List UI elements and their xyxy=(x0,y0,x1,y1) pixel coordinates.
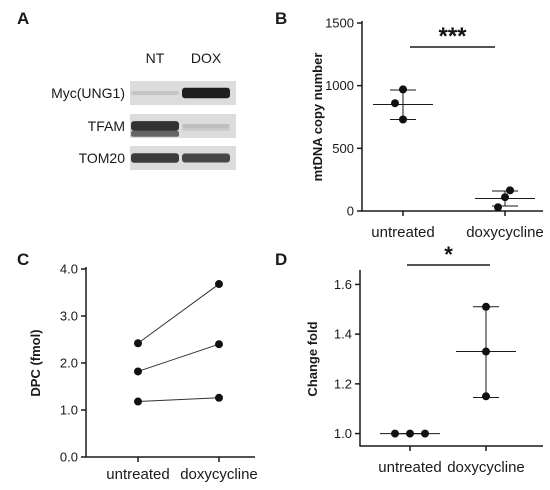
data-point xyxy=(501,193,509,202)
data-point xyxy=(399,115,407,124)
data-point xyxy=(482,392,490,401)
data-point xyxy=(482,347,490,356)
blot-band xyxy=(182,128,230,131)
x-tick-label: doxycycline xyxy=(466,224,544,241)
data-point xyxy=(215,340,223,349)
data-point xyxy=(482,302,490,311)
significance-label: *** xyxy=(438,23,467,50)
y-tick-label: 1.4 xyxy=(334,327,352,342)
panel-d: D 1.0 1.2 1.4 1.6 Change fold untreated doxycyc… xyxy=(275,242,543,476)
y-tick-label: 2.0 xyxy=(60,356,78,371)
y-tick-label: 1000 xyxy=(325,78,354,93)
y-tick-label: 0.0 xyxy=(60,450,78,465)
axes xyxy=(85,267,255,458)
pair-line xyxy=(137,283,220,344)
x-tick-label: doxycycline xyxy=(447,459,525,476)
significance-label: * xyxy=(444,242,453,267)
data-point xyxy=(215,393,223,402)
x-tick-label: untreated xyxy=(378,459,441,476)
lane-label: NT xyxy=(146,50,165,66)
pair-line xyxy=(137,397,220,403)
data-point xyxy=(399,85,407,94)
blot-band xyxy=(131,130,179,137)
y-tick-label: 1.2 xyxy=(334,376,352,391)
y-tick-label: 0 xyxy=(347,204,354,219)
panel-letter: B xyxy=(275,9,287,28)
y-tick-label: 3.0 xyxy=(60,309,78,324)
band-label: TOM20 xyxy=(79,150,126,166)
y-axis-title: DPC (fmol) xyxy=(28,329,43,396)
axes xyxy=(359,270,543,447)
x-tick-label: untreated xyxy=(371,224,434,241)
data-point xyxy=(134,397,142,406)
blot-band xyxy=(182,153,230,163)
panel-letter: D xyxy=(275,250,287,269)
data-point xyxy=(391,429,399,438)
y-tick-label: 1500 xyxy=(325,16,354,31)
panel-b: B 0 500 1000 1500 mtDNA copy number untreated d… xyxy=(275,9,544,241)
data-point xyxy=(134,367,142,376)
pair-line xyxy=(137,343,220,372)
y-tick-label: 1.6 xyxy=(334,277,352,292)
y-tick-label: 1.0 xyxy=(334,426,352,441)
x-tick-label: untreated xyxy=(106,466,169,483)
band-label: TFAM xyxy=(88,118,125,134)
panel-c: C 0.0 1.0 2.0 3.0 4.0 DPC (fmol) untreated doxyc… xyxy=(17,250,258,483)
data-point xyxy=(391,99,399,108)
data-point xyxy=(421,429,429,438)
data-point xyxy=(406,429,414,438)
blot-band xyxy=(131,153,179,163)
data-point xyxy=(506,186,514,195)
band-label: Myc(UNG1) xyxy=(51,85,125,101)
y-axis-title: Change fold xyxy=(305,321,320,396)
y-tick-label: 4.0 xyxy=(60,262,78,277)
blot-band xyxy=(182,123,230,129)
data-point xyxy=(494,203,502,212)
blot-band xyxy=(182,87,230,99)
blot-band xyxy=(131,121,179,131)
panel-letter: A xyxy=(17,9,29,28)
x-tick-label: doxycycline xyxy=(180,466,258,483)
lane-label: DOX xyxy=(191,50,222,66)
panel-letter: C xyxy=(17,250,29,269)
blot-band xyxy=(131,91,179,95)
data-point xyxy=(215,280,223,289)
y-tick-label: 1.0 xyxy=(60,403,78,418)
panel-a: A NT DOX Myc(UNG1) TFAM TOM20 xyxy=(17,9,236,170)
y-tick-label: 500 xyxy=(332,141,354,156)
data-point xyxy=(134,339,142,348)
y-axis-title: mtDNA copy number xyxy=(310,53,325,182)
